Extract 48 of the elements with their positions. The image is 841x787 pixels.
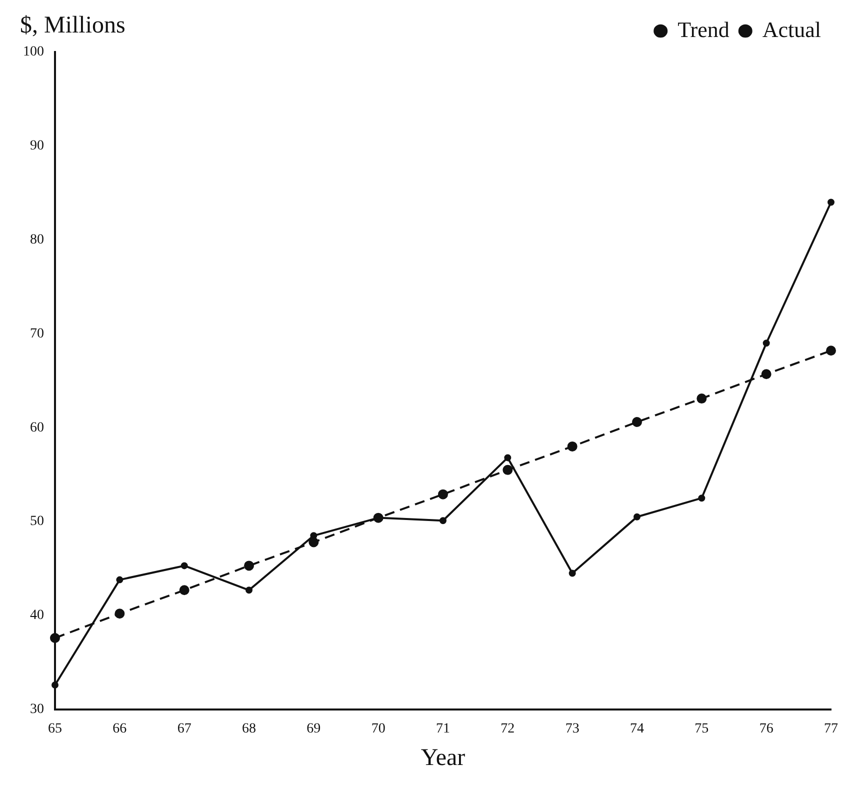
point <box>698 494 706 502</box>
x-tick-label: 65 <box>48 721 62 736</box>
point <box>761 369 772 380</box>
point <box>114 608 125 619</box>
point <box>568 570 576 577</box>
x-tick-label: 72 <box>500 721 515 736</box>
y-tick-label: 80 <box>30 232 44 248</box>
y-tick-label: 60 <box>30 420 44 436</box>
point <box>246 586 252 594</box>
point <box>632 417 642 428</box>
legend-label: Actual <box>762 16 822 42</box>
point <box>504 454 512 462</box>
x-tick-label: 75 <box>694 721 709 736</box>
y-tick-label: 40 <box>30 608 44 624</box>
point <box>244 560 254 571</box>
x-tick-label: 74 <box>630 721 644 736</box>
x-tick-label: 66 <box>112 721 127 736</box>
point <box>696 394 707 404</box>
x-tick-label: 73 <box>565 721 580 736</box>
y-tick-label: 70 <box>30 326 44 342</box>
y-tick-label: 100 <box>23 44 44 60</box>
x-tick-label: 71 <box>436 721 450 736</box>
y-tick-label: 30 <box>30 702 44 718</box>
point <box>440 517 446 524</box>
point <box>116 576 124 584</box>
point <box>50 633 60 644</box>
point <box>826 346 836 356</box>
x-axis-title: Year <box>420 744 466 771</box>
x-tick-label: 76 <box>759 721 774 736</box>
point <box>179 585 190 596</box>
point <box>567 441 578 452</box>
x-tick-label: 68 <box>242 721 256 736</box>
y-tick-label: 90 <box>30 138 44 154</box>
point <box>502 464 513 475</box>
x-tick-label: 77 <box>824 721 838 736</box>
x-tick-label: 69 <box>306 721 321 736</box>
point <box>828 198 834 206</box>
x-tick-label: 67 <box>177 721 192 736</box>
point <box>52 681 58 688</box>
point <box>634 513 640 520</box>
point <box>308 537 319 548</box>
x-tick-label: 70 <box>371 721 386 736</box>
y-tick-label: 50 <box>30 514 44 530</box>
y-axis-title: $, Millions <box>20 12 126 38</box>
legend-label: Trend <box>678 16 730 42</box>
point <box>438 489 448 500</box>
point <box>762 340 770 347</box>
point <box>180 562 188 570</box>
